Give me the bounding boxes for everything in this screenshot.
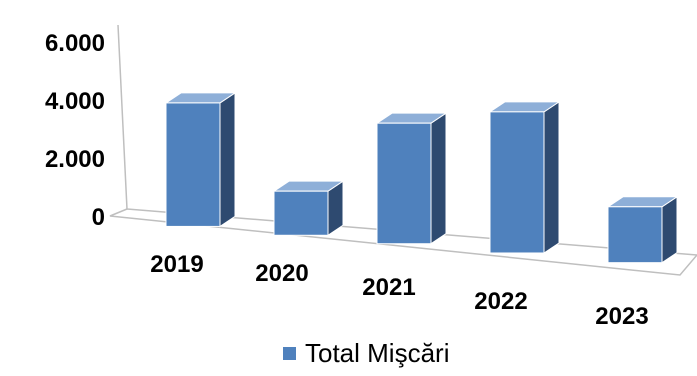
x-tick-label: 2020	[255, 260, 308, 287]
x-tick-label: 2022	[474, 288, 527, 315]
legend-label: Total Mişcări	[305, 337, 450, 368]
bar	[272, 180, 345, 237]
bar-side	[543, 100, 560, 254]
legend: Total Mişcări	[283, 338, 449, 368]
bar	[488, 100, 561, 254]
bar-front	[607, 206, 663, 264]
bar-side	[430, 112, 447, 245]
y-tick-label: 2.000	[45, 146, 105, 173]
bar-front	[165, 102, 221, 227]
floor-outline	[109, 208, 697, 276]
x-tick-label: 2019	[150, 251, 203, 278]
bar	[164, 91, 237, 228]
x-tick-label: 2023	[595, 303, 648, 330]
bar-front	[376, 122, 432, 245]
x-tick-labels: 2019 2020 2021 2022 2023	[150, 251, 648, 330]
bars	[164, 91, 679, 264]
bar-side	[219, 91, 236, 228]
bar	[375, 112, 448, 245]
bar-front	[489, 111, 545, 254]
bar-side	[661, 195, 678, 264]
y-tick-labels: 0 2.000 4.000 6.000	[45, 30, 105, 231]
y-tick-label: 4.000	[45, 88, 105, 115]
x-tick-label: 2021	[362, 274, 415, 301]
bar-front	[273, 190, 329, 236]
y-tick-label: 0	[92, 204, 105, 231]
y-tick-label: 6.000	[45, 30, 105, 57]
legend-swatch	[283, 346, 296, 360]
bar	[606, 195, 679, 264]
